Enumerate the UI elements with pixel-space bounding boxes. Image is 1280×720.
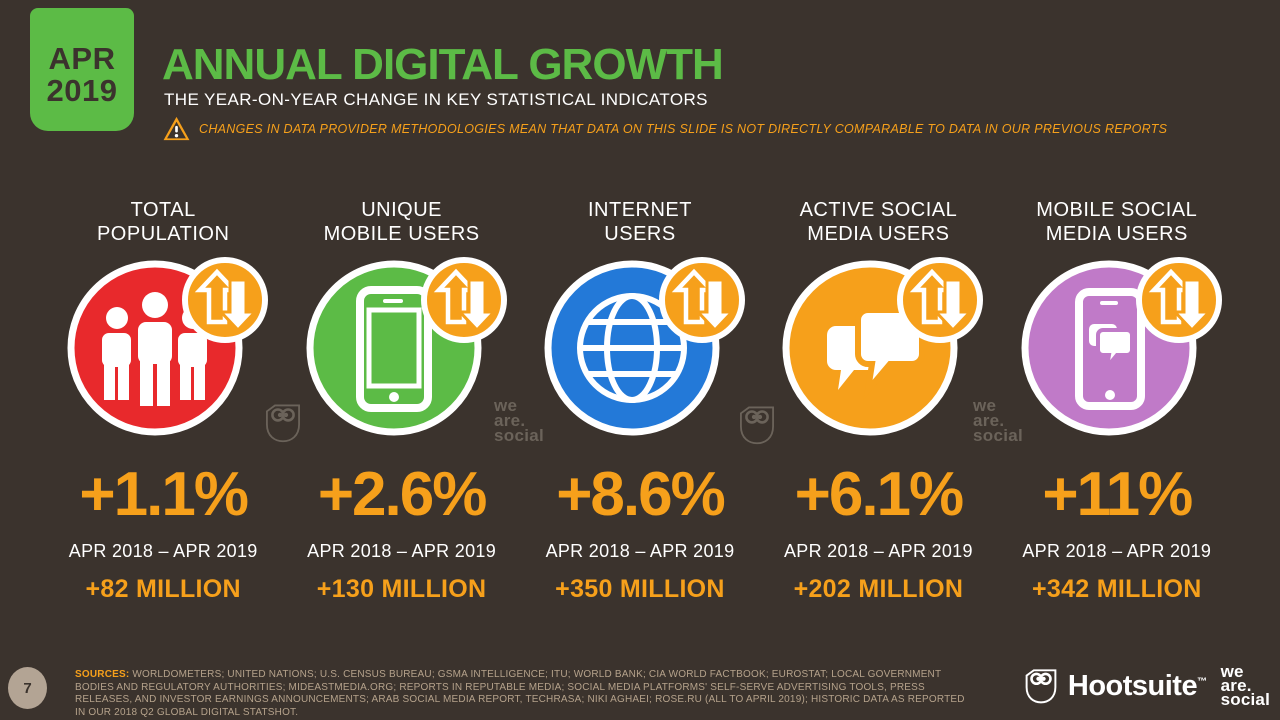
chat-bubbles-icon xyxy=(827,307,926,401)
growth-percent: +6.1% xyxy=(794,460,965,529)
trademark-symbol: ™ xyxy=(1197,675,1207,687)
sources-label: SOURCES: xyxy=(75,669,130,680)
warning-note: CHANGES IN DATA PROVIDER METHODOLOGIES M… xyxy=(199,121,1168,136)
growth-badge-icon xyxy=(897,257,984,343)
hootsuite-owl-watermark-icon xyxy=(266,404,300,443)
growth-badge-icon xyxy=(182,257,269,343)
we-are-social-watermark: we are. social xyxy=(973,396,1023,445)
sources-note: SOURCES: WORLDOMETERS; UNITED NATIONS; U… xyxy=(75,669,970,719)
hootsuite-logo: Hootsuite™ xyxy=(1067,669,1207,702)
metric-internet-users: INTERNET USERS +8.6% APR 2 xyxy=(521,198,759,602)
growth-badge-icon xyxy=(420,257,507,343)
metric-bubble xyxy=(1021,257,1222,436)
warning-row: CHANGES IN DATA PROVIDER METHODOLOGIES M… xyxy=(163,116,1167,141)
absolute-change: +350 MILLION xyxy=(555,575,725,603)
date-badge: APR 2019 xyxy=(30,8,134,131)
sources-text: WORLDOMETERS; UNITED NATIONS; U.S. CENSU… xyxy=(75,669,965,718)
metric-bubble xyxy=(544,257,745,436)
globe-icon xyxy=(576,293,687,403)
metric-bubble xyxy=(306,257,507,436)
metric-label: INTERNET USERS xyxy=(587,199,692,245)
hootsuite-owl-watermark-icon xyxy=(740,406,774,445)
period-label: APR 2018 – APR 2019 xyxy=(68,541,258,561)
page-number-badge: 7 xyxy=(8,667,47,709)
absolute-change: +130 MILLION xyxy=(316,575,487,603)
growth-badge-icon xyxy=(658,257,745,343)
metric-active-social-media-users: ACTIVE SOCIAL MEDIA USERS +6.1% APR 2018… xyxy=(759,198,997,602)
we-are-social-logo: we are. social xyxy=(1220,662,1270,709)
page-subtitle: THE YEAR-ON-YEAR CHANGE IN KEY STATISTIC… xyxy=(164,90,708,109)
absolute-change: +82 MILLION xyxy=(85,575,241,603)
period-label: APR 2018 – APR 2019 xyxy=(307,541,497,561)
hootsuite-owl-icon xyxy=(1025,669,1057,704)
metric-label: UNIQUE MOBILE USERS xyxy=(323,199,480,245)
metric-label: TOTAL POPULATION xyxy=(96,199,230,245)
metric-bubble xyxy=(782,257,984,436)
growth-percent: +1.1% xyxy=(79,460,249,529)
growth-percent: +8.6% xyxy=(556,460,726,529)
absolute-change: +202 MILLION xyxy=(793,575,964,603)
period-label: APR 2018 – APR 2019 xyxy=(783,541,973,561)
absolute-change: +342 MILLION xyxy=(1031,575,1202,603)
date-month: APR xyxy=(48,40,116,76)
footer-logos: Hootsuite™ we are. social xyxy=(1024,662,1270,710)
date-year: 2019 xyxy=(46,72,118,108)
metric-label: MOBILE SOCIAL MEDIA USERS xyxy=(1036,199,1198,245)
smartphone-icon xyxy=(355,286,432,412)
period-label: APR 2018 – APR 2019 xyxy=(1022,541,1212,561)
period-label: APR 2018 – APR 2019 xyxy=(545,541,735,561)
metrics-row: TOTAL POPULATION xyxy=(44,198,1236,602)
growth-percent: +2.6% xyxy=(317,460,488,529)
metric-bubble xyxy=(67,257,269,436)
we-are-social-watermark: we are. social xyxy=(494,396,544,445)
phone-chat-icon xyxy=(1074,288,1145,410)
metric-unique-mobile-users: UNIQUE MOBILE USERS +2.6% APR 2018 – xyxy=(282,198,520,602)
page-title: ANNUAL DIGITAL GROWTH xyxy=(162,40,724,89)
growth-percent: +11% xyxy=(1042,460,1193,529)
growth-badge-icon xyxy=(1135,257,1222,343)
metric-mobile-social-media-users: MOBILE SOCIAL MEDIA USERS +11% xyxy=(998,198,1236,602)
warning-icon xyxy=(163,116,190,141)
metric-label: ACTIVE SOCIAL MEDIA USERS xyxy=(799,199,958,245)
metric-total-population: TOTAL POPULATION xyxy=(44,198,282,602)
